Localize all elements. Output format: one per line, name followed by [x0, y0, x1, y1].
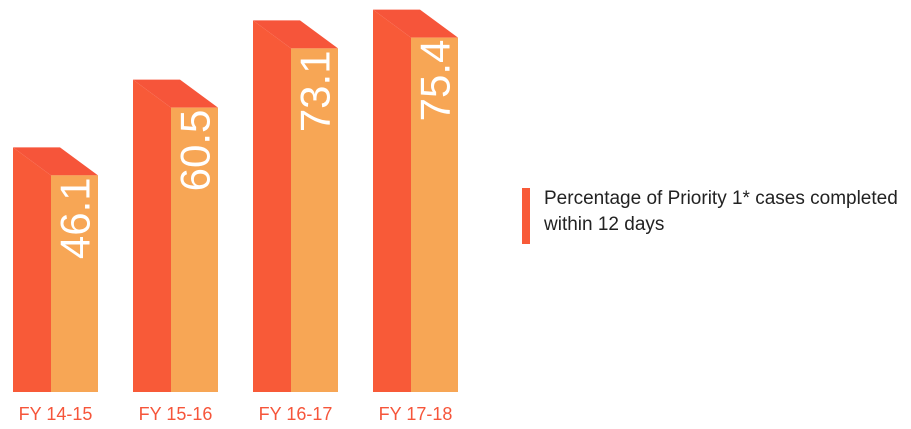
bar-front-face	[171, 107, 218, 393]
x-tick-label: FY 17-18	[379, 404, 453, 424]
legend-label: Percentage of Priority 1* cases complete…	[544, 188, 898, 235]
bar-side-face	[253, 20, 291, 393]
x-tick-label: FY 15-16	[139, 404, 213, 424]
bar-front-face	[291, 48, 338, 393]
data-label: 75.4	[412, 40, 459, 122]
x-tick-label: FY 14-15	[19, 404, 93, 424]
bar-top-face	[373, 9, 458, 38]
data-label: 46.1	[52, 177, 99, 259]
bar-fy-17-18: 75.4	[373, 9, 459, 393]
data-label: 73.1	[292, 50, 339, 132]
x-axis-tick-labels: FY 14-15 FY 15-16 FY 16-17 FY 17-18	[19, 404, 453, 424]
data-label: 60.5	[172, 110, 219, 192]
bar-top-face	[13, 147, 98, 176]
bar-fy-14-15: 46.1	[13, 147, 99, 392]
bar-fy-16-17: 73.1	[253, 20, 339, 393]
x-tick-label: FY 16-17	[259, 404, 333, 424]
bar-fy-15-16: 60.5	[133, 79, 219, 393]
bars-group: 46.1 60.5 73.1 75.4	[13, 9, 459, 393]
bar-side-face	[373, 9, 411, 393]
bar-front-face	[411, 37, 458, 393]
bar-top-face	[253, 20, 338, 49]
bar-side-face	[133, 79, 171, 393]
bar-side-face	[13, 147, 51, 392]
legend: Percentage of Priority 1* cases complete…	[522, 186, 904, 244]
legend-swatch	[522, 188, 530, 244]
bar-front-face	[51, 175, 98, 392]
bar-top-face	[133, 79, 218, 108]
